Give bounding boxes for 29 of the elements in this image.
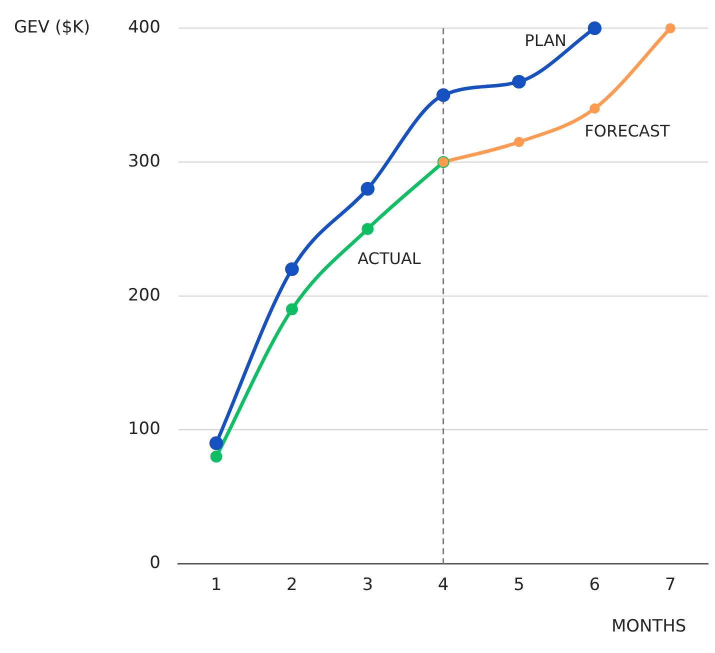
y-tick-label: 0	[150, 553, 160, 574]
point	[286, 303, 298, 316]
point	[362, 223, 374, 235]
point	[514, 136, 524, 147]
point	[209, 436, 224, 450]
x-tick-label: 6	[589, 575, 600, 596]
y-tick-label: 300	[128, 151, 160, 172]
point	[436, 88, 450, 102]
series-label: ACTUAL	[358, 248, 421, 268]
x-axis-title: MONTHS	[611, 616, 686, 637]
series-label: PLAN	[524, 31, 567, 50]
point	[588, 21, 602, 35]
point	[590, 104, 600, 114]
y-tick-label: 100	[128, 419, 160, 440]
x-tick-label: 7	[664, 575, 676, 596]
point	[285, 262, 299, 276]
x-tick-label: 2	[286, 575, 298, 596]
point	[665, 23, 676, 34]
y-tick-label: 400	[128, 18, 160, 38]
x-tick-label: 4	[438, 575, 449, 596]
x-tick-label: 1	[210, 575, 222, 596]
y-tick-label: 200	[128, 285, 160, 306]
point	[210, 450, 222, 462]
series-label: FORECAST	[584, 122, 670, 141]
y-axis-title: GEV ($K)	[14, 18, 90, 38]
x-tick-label: 5	[514, 575, 524, 596]
point	[512, 74, 526, 89]
x-tick-label: 3	[362, 575, 374, 596]
point	[360, 182, 374, 196]
